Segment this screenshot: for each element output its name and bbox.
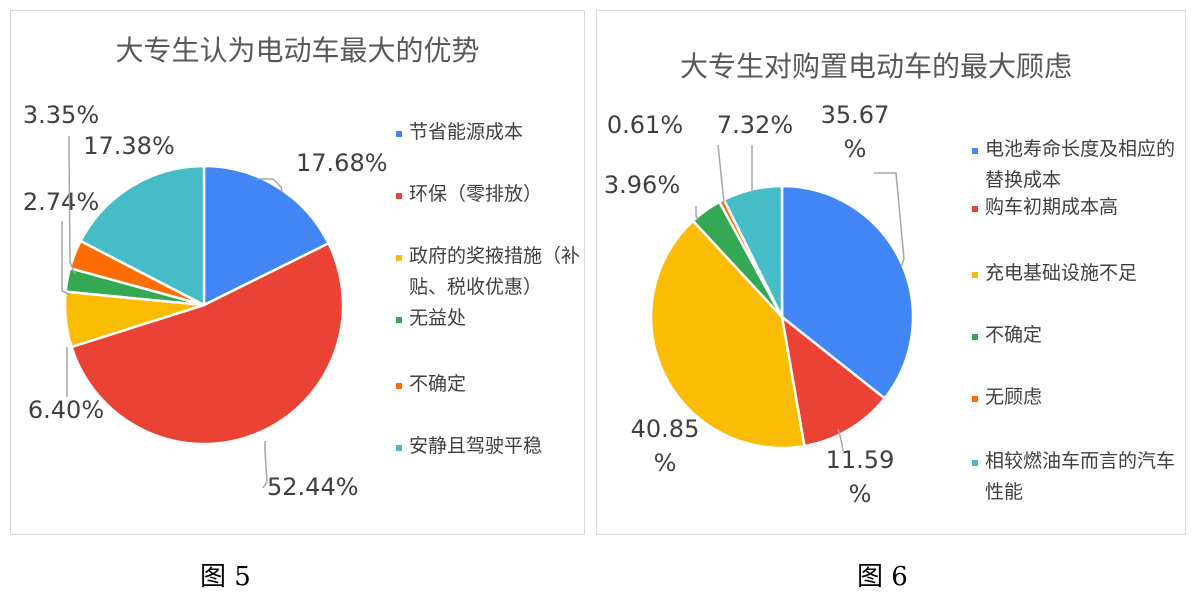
legend-item: 相较燃油车而言的汽车性能	[972, 446, 1182, 508]
leader-line	[837, 428, 844, 452]
legend-label: 无益处	[409, 307, 467, 329]
pie-slice	[780, 184, 915, 400]
slice-data-label: 40.85%	[631, 415, 700, 477]
legend-swatch	[972, 272, 978, 278]
legend-swatch	[396, 255, 402, 261]
legend-item: 不确定	[396, 369, 606, 400]
pie-slice	[202, 164, 330, 307]
pie-slice	[79, 164, 206, 307]
chart-title: 大专生对购置电动车的最大顾虑	[679, 50, 1072, 83]
legend-label: 相较燃油车而言的汽车性能	[985, 450, 1176, 503]
chart-title: 大专生认为电动车最大的优势	[115, 34, 480, 67]
slice-data-label: 35.67%	[821, 101, 890, 163]
legend-item: 节省能源成本	[396, 117, 606, 148]
slice-data-label: 17.68%	[296, 149, 388, 177]
legend-item: 安静且驾驶平稳	[396, 431, 606, 462]
legend-swatch	[972, 148, 978, 154]
legend-label: 不确定	[985, 324, 1043, 346]
legend-label: 购车初期成本高	[985, 196, 1119, 218]
pie-chart: 17.68% 52.44% 6.40% 2.74% 3.35% 17.38%	[23, 101, 388, 501]
pie-slice	[649, 219, 806, 450]
legend-swatch	[396, 445, 402, 451]
leader-line	[61, 221, 70, 295]
legend-swatch	[972, 396, 978, 402]
legend-item: 购车初期成本高	[972, 192, 1182, 223]
leader-line	[717, 144, 725, 204]
slice-data-label: 52.44%	[267, 473, 359, 501]
leader-line	[695, 206, 699, 220]
legend-swatch	[972, 206, 978, 212]
legend-label: 不确定	[409, 373, 467, 395]
legend-swatch	[972, 334, 978, 340]
legend-label: 政府的奖掖措施（补贴、税收优惠）	[409, 245, 581, 298]
legend-item: 不确定	[972, 320, 1182, 351]
legend-item: 无顾虑	[972, 382, 1182, 413]
pie-chart: 35.67 % 11.59 % 40.85 % 3.96% 0.61% 7.32%	[604, 101, 915, 508]
legend-label: 安静且驾驶平稳	[409, 435, 543, 457]
slice-data-label: 7.32%	[717, 111, 793, 139]
chart-panel-fig6: 大专生对购置电动车的最大顾虑 35.67% 11.59% 40.85% 3.96% 0.…	[596, 10, 1186, 535]
pie-slice	[70, 242, 345, 446]
legend-label: 充电基础设施不足	[985, 262, 1138, 284]
leader-line	[874, 172, 905, 268]
legend-swatch	[396, 383, 402, 389]
legend-item: 电池寿命长度及相应的替换成本	[972, 134, 1182, 196]
legend-item: 充电基础设施不足	[972, 258, 1182, 289]
leader-line	[262, 441, 268, 489]
slice-data-label: 3.35%	[23, 101, 99, 129]
legend-swatch	[396, 317, 402, 323]
slice-data-label: 2.74%	[23, 188, 99, 216]
legend-swatch	[396, 193, 402, 199]
leader-line	[68, 136, 76, 275]
figure-caption: 图 5	[200, 562, 251, 592]
pie-slice	[780, 315, 886, 448]
leader-line	[257, 178, 283, 193]
slice-data-label: 0.61%	[607, 111, 683, 139]
legend-label: 电池寿命长度及相应的替换成本	[985, 138, 1176, 191]
legend-label: 无顾虑	[985, 386, 1043, 408]
slice-data-label: 3.96%	[604, 171, 680, 199]
legend-label: 节省能源成本	[409, 121, 524, 143]
legend-item: 无益处	[396, 303, 606, 334]
chart-panel-fig5: 大专生认为电动车最大的优势 17.68% 52.44% 6.40% 2.74% 3.35…	[10, 10, 585, 535]
slice-data-label: 6.40%	[28, 396, 104, 424]
slice-data-label: 11.59%	[826, 446, 895, 508]
legend-label: 环保（零排放）	[409, 183, 543, 205]
legend-swatch	[972, 460, 978, 466]
legend-item: 政府的奖掖措施（补贴、税收优惠）	[396, 241, 606, 303]
legend-swatch	[396, 131, 402, 137]
slice-data-label: 17.38%	[83, 132, 175, 160]
figure-caption: 图 6	[857, 562, 908, 592]
legend-item: 环保（零排放）	[396, 179, 606, 210]
